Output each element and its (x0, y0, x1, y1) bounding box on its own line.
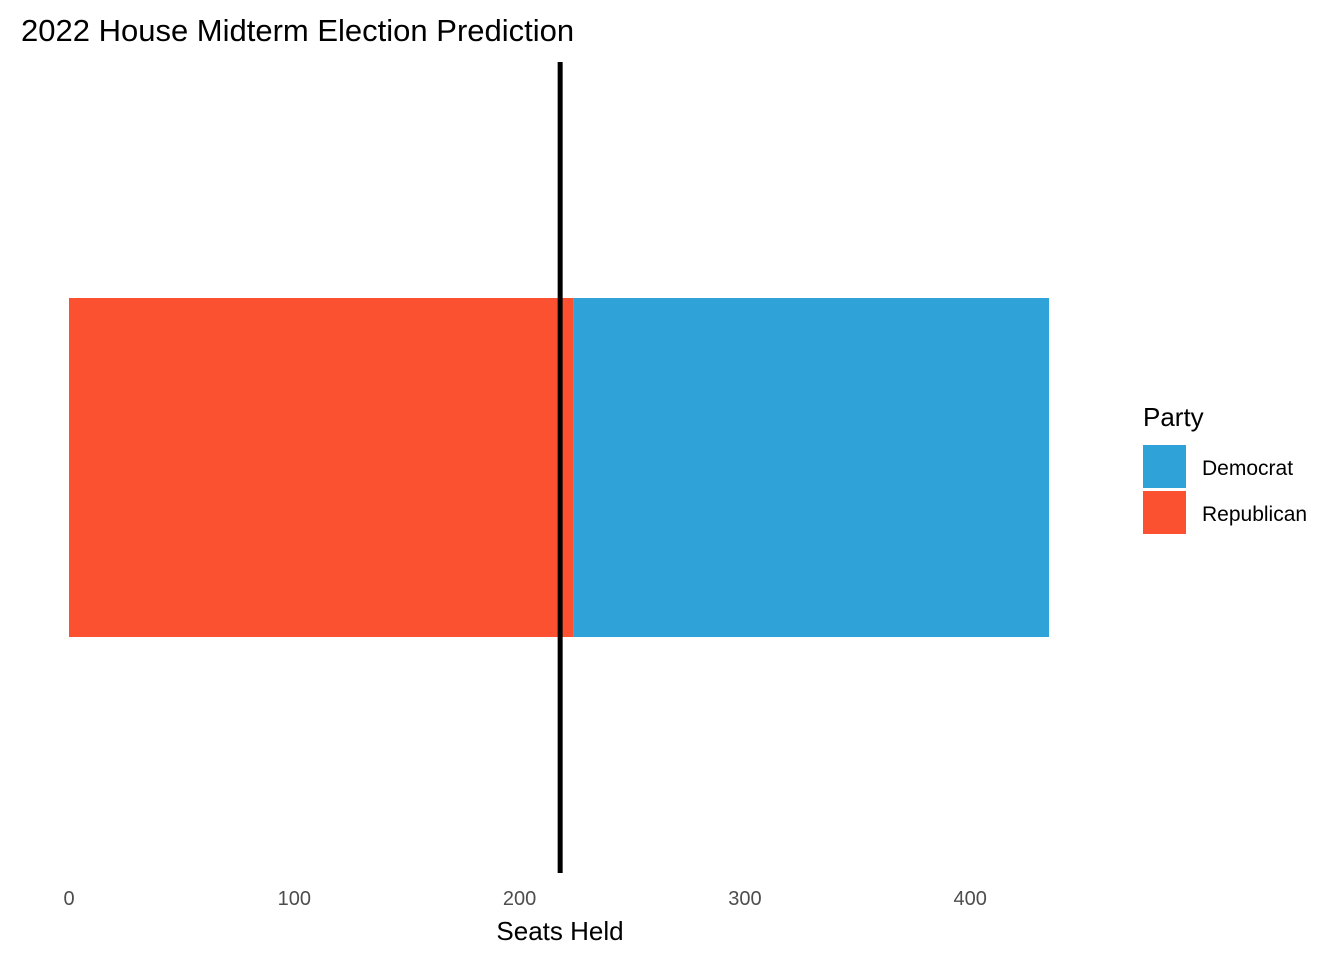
x-tick-label: 100 (278, 888, 311, 910)
x-axis: 0 100 200 300 400 (63, 888, 986, 910)
bars-group (69, 298, 1050, 637)
x-tick-label: 200 (503, 888, 536, 910)
x-axis-label: Seats Held (496, 916, 623, 946)
bar-republican (69, 298, 574, 637)
legend-label-democrat: Democrat (1202, 457, 1293, 480)
legend-label-republican: Republican (1202, 503, 1307, 526)
x-tick-label: 400 (954, 888, 987, 910)
chart-title: 2022 House Midterm Election Prediction (21, 13, 574, 48)
legend-swatch-democrat (1143, 445, 1186, 488)
x-tick-label: 0 (63, 888, 74, 910)
legend: Party Democrat Republican (1143, 402, 1307, 534)
legend-title: Party (1143, 402, 1204, 432)
legend-swatch-republican (1143, 491, 1186, 534)
x-tick-label: 300 (728, 888, 761, 910)
legend-items: Democrat Republican (1143, 445, 1307, 534)
bar-democrat (573, 298, 1050, 637)
